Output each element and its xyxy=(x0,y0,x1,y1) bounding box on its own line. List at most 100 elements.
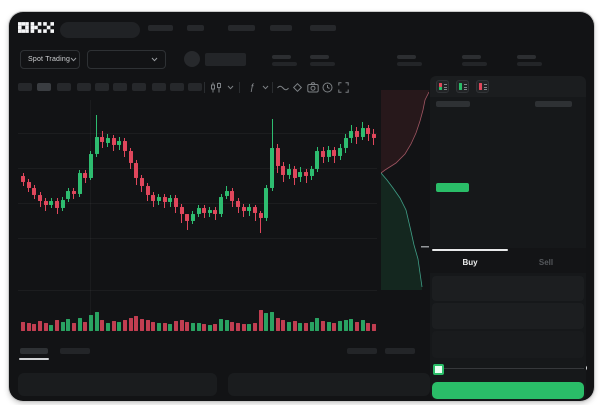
fullscreen-icon[interactable] xyxy=(338,82,349,93)
volume-bar xyxy=(43,322,48,331)
nav-item[interactable] xyxy=(270,25,292,31)
timeframe-button[interactable] xyxy=(77,83,91,91)
buy-button[interactable] xyxy=(432,382,584,399)
volume-bar xyxy=(332,322,337,331)
volume-bar xyxy=(309,322,314,331)
candle-body xyxy=(343,138,348,149)
tab-sell[interactable]: Sell xyxy=(538,258,554,267)
candle-body xyxy=(315,151,320,169)
search-input[interactable] xyxy=(60,22,140,38)
candle-type-icon[interactable] xyxy=(210,82,223,93)
timeframe-button[interactable] xyxy=(188,83,202,91)
side-tabs xyxy=(430,248,586,273)
camera-icon[interactable] xyxy=(307,82,319,93)
ticker-stat-label xyxy=(272,55,291,59)
reset-clock-icon[interactable] xyxy=(322,82,333,93)
nav-item[interactable] xyxy=(187,25,204,31)
nav-item[interactable] xyxy=(148,25,173,31)
pair-name-placeholder xyxy=(205,53,246,66)
volume-bar xyxy=(304,323,308,331)
ticker-stat-value xyxy=(272,62,297,66)
bottom-tab-active[interactable] xyxy=(20,348,48,354)
price-field[interactable] xyxy=(432,276,584,301)
book-bids-icon[interactable] xyxy=(456,80,469,93)
candle-body xyxy=(298,171,303,178)
bottom-tab[interactable] xyxy=(60,348,90,354)
volume-bar xyxy=(179,320,184,331)
candle-body xyxy=(173,198,178,207)
volume-bar xyxy=(230,321,235,331)
candle-body xyxy=(236,200,241,207)
amount-slider-handle[interactable] xyxy=(433,364,444,375)
volume-bar xyxy=(38,321,42,331)
candle-body xyxy=(185,214,190,222)
nav-item[interactable] xyxy=(310,25,336,31)
candle-body xyxy=(258,212,263,219)
timeframe-button[interactable] xyxy=(57,83,71,91)
amount-field[interactable] xyxy=(432,303,584,329)
candle-body xyxy=(77,173,82,194)
volume-bar xyxy=(71,323,76,331)
tab-buy[interactable]: Buy xyxy=(462,258,478,267)
ticker-stat-value xyxy=(462,62,487,66)
volume-bar xyxy=(241,323,246,331)
ob-header-price xyxy=(436,101,470,107)
volume-bar xyxy=(224,320,229,331)
bottom-action-placeholder[interactable] xyxy=(347,348,377,354)
candle-body xyxy=(162,196,167,203)
candle-body xyxy=(60,199,65,209)
volume-bar xyxy=(185,322,190,331)
pair-selector-dropdown[interactable] xyxy=(87,50,166,69)
volume-bar xyxy=(32,324,37,331)
candle-body xyxy=(287,168,291,175)
book-combined-icon[interactable] xyxy=(436,80,449,93)
chevron-down-icon[interactable] xyxy=(227,85,234,90)
toolbar-divider xyxy=(239,82,240,93)
depth-asks-area xyxy=(381,90,429,173)
trading-mode-selector[interactable]: Spot Trading xyxy=(20,50,80,69)
volume-bar xyxy=(60,321,65,331)
gridline-v xyxy=(90,100,91,332)
timeframe-button[interactable] xyxy=(37,83,51,91)
volume-bar xyxy=(156,323,161,331)
volume-bar xyxy=(247,324,252,331)
eraser-icon[interactable] xyxy=(292,82,303,93)
okx-logo[interactable] xyxy=(18,21,54,34)
indicators-icon[interactable]: ƒ xyxy=(249,82,255,92)
candle-wick xyxy=(73,187,75,200)
volume-bar xyxy=(207,324,212,331)
timeframe-button[interactable] xyxy=(132,83,146,91)
volume-bar xyxy=(145,320,150,331)
candle-body xyxy=(281,165,286,175)
line-tools-icon[interactable] xyxy=(277,84,289,92)
ticker-stat-label xyxy=(517,55,536,59)
depth-chart[interactable] xyxy=(381,90,429,290)
candle-body xyxy=(219,196,224,215)
ob-header-amount xyxy=(535,101,572,107)
amount-slider-track[interactable] xyxy=(438,368,584,369)
volume-bar xyxy=(287,321,291,331)
timeframe-button[interactable] xyxy=(18,83,32,91)
volume-bar xyxy=(349,318,354,331)
timeframe-button[interactable] xyxy=(152,83,166,91)
buy-tab-underline xyxy=(432,249,508,251)
candle-body xyxy=(349,130,354,139)
candle-body xyxy=(304,171,308,177)
volume-bar xyxy=(26,323,31,331)
timeframe-button[interactable] xyxy=(95,83,109,91)
candle-wick xyxy=(254,205,256,222)
ob-last-price[interactable] xyxy=(436,183,469,192)
bottom-action-placeholder[interactable] xyxy=(385,348,415,354)
chevron-down-icon[interactable] xyxy=(262,85,269,90)
total-field[interactable] xyxy=(432,331,584,358)
timeframe-button[interactable] xyxy=(113,83,127,91)
volume-bar xyxy=(122,319,127,331)
volume-bar xyxy=(253,323,258,331)
timeframe-button[interactable] xyxy=(170,83,184,91)
bottom-panel-left xyxy=(18,373,217,396)
volume-bar xyxy=(298,322,303,331)
nav-item[interactable] xyxy=(228,25,255,31)
candle-body xyxy=(224,190,229,197)
book-asks-icon[interactable] xyxy=(476,80,489,93)
